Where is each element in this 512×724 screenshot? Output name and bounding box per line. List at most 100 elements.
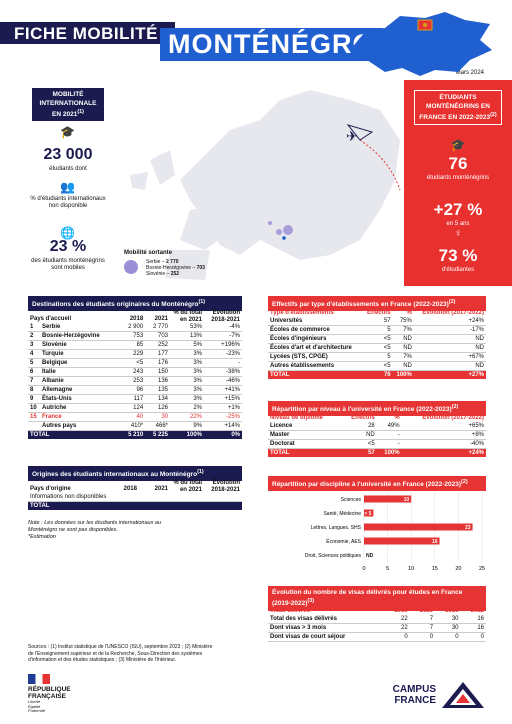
table-row: Informations non disponibles [28,493,242,502]
growth-label: en 5 ans [446,221,470,227]
category-label: Droit, Sciences politiques [305,553,362,559]
table-cell: +24% [401,448,486,458]
rank-cell: 10 [28,403,40,413]
table-cell: 3% [170,385,204,395]
col-header: 2021 [154,486,168,492]
table-row: 3 Slovénie 85 252 5% +196% [28,340,242,350]
table-cell: <5 [362,361,393,372]
niveau-title-sup: (2) [451,404,459,410]
x-tick-label: 5 [386,566,389,572]
country-cell: Allemagne [40,385,121,395]
col-header: % [406,310,412,317]
table-cell: 30 [435,623,461,634]
rank-cell: 2 [28,331,40,341]
etab-table: Type d'établissements Effectifs % Évolut… [268,309,486,380]
col-header: % du total en 2021 [173,480,202,493]
table-cell: +15% [204,394,242,404]
col-header: Évolution 2018-2021 [211,310,240,323]
republique-text-1: RÉPUBLIQUE [28,686,71,693]
table-cell: 16 [460,623,486,634]
table-header-row: Visas délivrés 2019 2020 2021 2022 [268,607,486,615]
table-row: 15 France 40 30 22% -25% [28,412,242,422]
mobility-item: Slovénie – 252 [146,271,180,277]
mobility-legend-title: Mobilité sortante [124,250,173,256]
rank-cell: 7 [28,376,40,386]
country-cell: États-Unis [40,394,121,404]
mobile-pct-label: des étudiants monténégrins sont mobiles [31,258,105,271]
col-header: 2020 [419,608,434,615]
table-cell: <5 [362,334,393,345]
table-cell: 135 [145,385,170,395]
woman-icon: ♀ [454,228,462,239]
col-header: Pays d'origine [30,486,71,492]
bar [364,509,374,517]
table-cell: 2% [170,403,204,413]
x-tick-label: 20 [455,566,461,572]
table-cell: 0 [460,632,486,643]
table-cell: Dont visas de court séjour [268,632,385,643]
col-header: 2018 [123,486,137,492]
discipline-bar-chart: 0 5 10 15 20 25 Sciences 10 Santé, Médecine < 5 Le… [305,492,485,572]
table-cell: TOTAL [268,370,363,380]
table-total-row: TOTAL 57 100% +24% [268,448,486,458]
mobility-badge-sup: (1) [77,109,84,115]
table-cell: 100% [392,370,414,380]
visas-title-text: Évolution du nombre de visas délivrés po… [272,589,463,608]
table-cell: 100% [376,448,402,458]
bar-value-label: 16 [432,539,438,545]
campus-text-1: CAMPUS [392,684,436,695]
visas-table-title: Évolution du nombre de visas délivrés po… [268,586,486,612]
montenegro-map-icon [350,12,492,76]
origins-note-estimation: *Estimation [28,534,56,540]
header-bar [0,22,175,44]
table-cell: Informations non disponibles [28,493,242,502]
france-badge-label: ÉTUDIANTS MONTÉNÉGRINS EN FRANCE EN 2022… [419,94,491,122]
table-cell: +24% [413,317,486,327]
rank-cell: 4 [28,349,40,359]
table-cell: -25% [204,412,242,422]
table-cell: 7% [392,352,414,363]
marianne-icon [28,674,50,684]
visas-table: Visas délivrés 2019 2020 2021 2022 Total… [268,607,486,643]
table-cell: Autres établissements [268,361,363,372]
table-row: Universités 57 75% +24% [268,317,486,327]
legend-bubble-large [124,260,138,274]
table-cell: 57 [341,448,377,458]
country-cell: Albanie [40,376,121,386]
france-students-panel: ÉTUDIANTS MONTÉNÉGRINS EN FRANCE EN 2022… [404,80,512,286]
table-cell: 49% [376,422,402,432]
table-cell: +196% [204,340,242,350]
table-row: Dont visas > 3 mois 22 7 30 16 [268,623,486,634]
col-header: 2021 [154,316,168,322]
col-header: 2021 [445,608,459,615]
table-cell: 22 [384,623,410,634]
table-row: Autres établissements <5 ND ND [268,361,486,372]
table-cell: +41% [204,385,242,395]
table-cell: Master [268,430,342,441]
table-cell: TOTAL [268,448,342,458]
republique-francaise-logo: RÉPUBLIQUE FRANÇAISE Liberté Égalité Fra… [28,674,88,714]
table-cell: 243 [120,367,146,377]
people-icon: 👥 [60,180,75,194]
table-cell: 7 [409,623,436,634]
total-students-label: étudiants dont [49,166,87,172]
graduation-cap-icon: 🎓 [450,138,466,152]
mobility-value: 2 770 [166,259,179,265]
table-row: Autres pays 410* 466* 9% +14% [28,421,242,431]
table-cell: -4% [204,323,242,332]
niveau-table-title: Répartition par niveau à l'université en… [268,401,486,417]
table-cell: 3% [170,376,204,386]
mobility-country: Slovénie [146,271,166,277]
destinations-table: Pays d'accueil 2018 2021 % du total en 2… [28,309,242,439]
table-cell: TOTAL [28,430,121,439]
bar-value-label: ND [366,553,374,559]
table-cell: 0% [204,430,242,439]
table-cell: 3% [170,349,204,359]
country-cell: Serbie [40,323,121,332]
table-cell: -7% [204,331,242,341]
col-header: Niveau de diplôme [270,415,324,422]
mobility-badge: MOBILITÉ INTERNATIONALE EN 2021(1) [32,88,104,122]
discipline-title-sup: (2) [461,479,468,485]
rank-cell: 3 [28,340,40,350]
origins-table-title: Origines des étudiants internationaux au… [28,466,242,482]
